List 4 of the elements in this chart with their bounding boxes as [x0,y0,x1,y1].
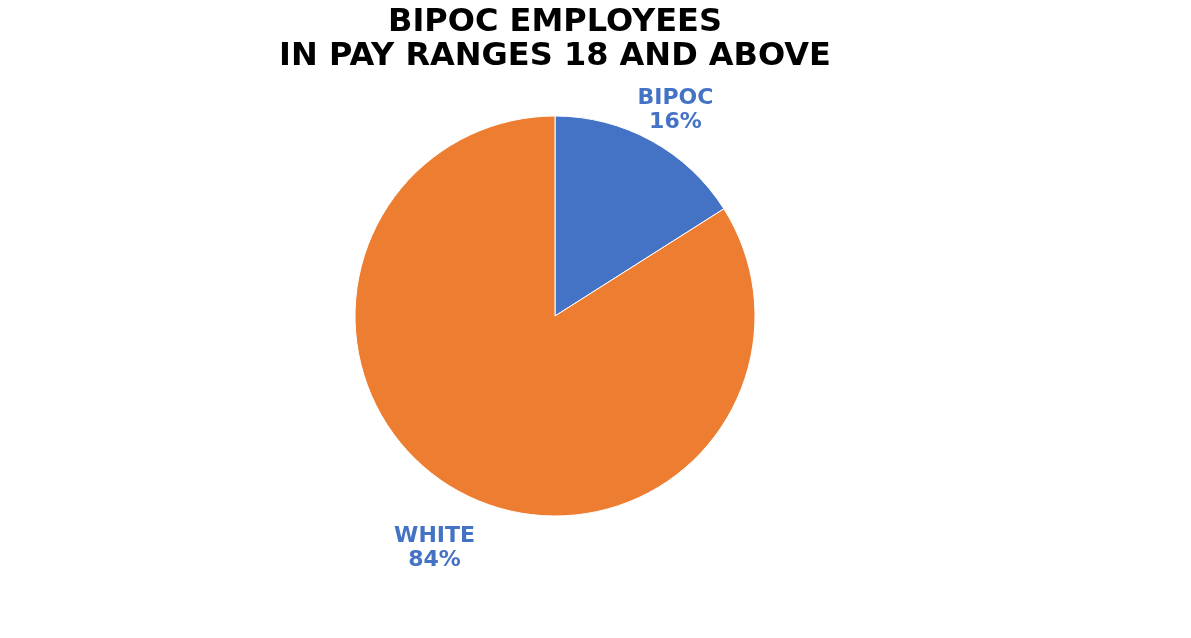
data-label: 16% [649,107,702,133]
slice-label: WHITE [394,522,476,548]
data-label: 84% [408,546,461,572]
slice-label: BIPOC [637,83,714,109]
